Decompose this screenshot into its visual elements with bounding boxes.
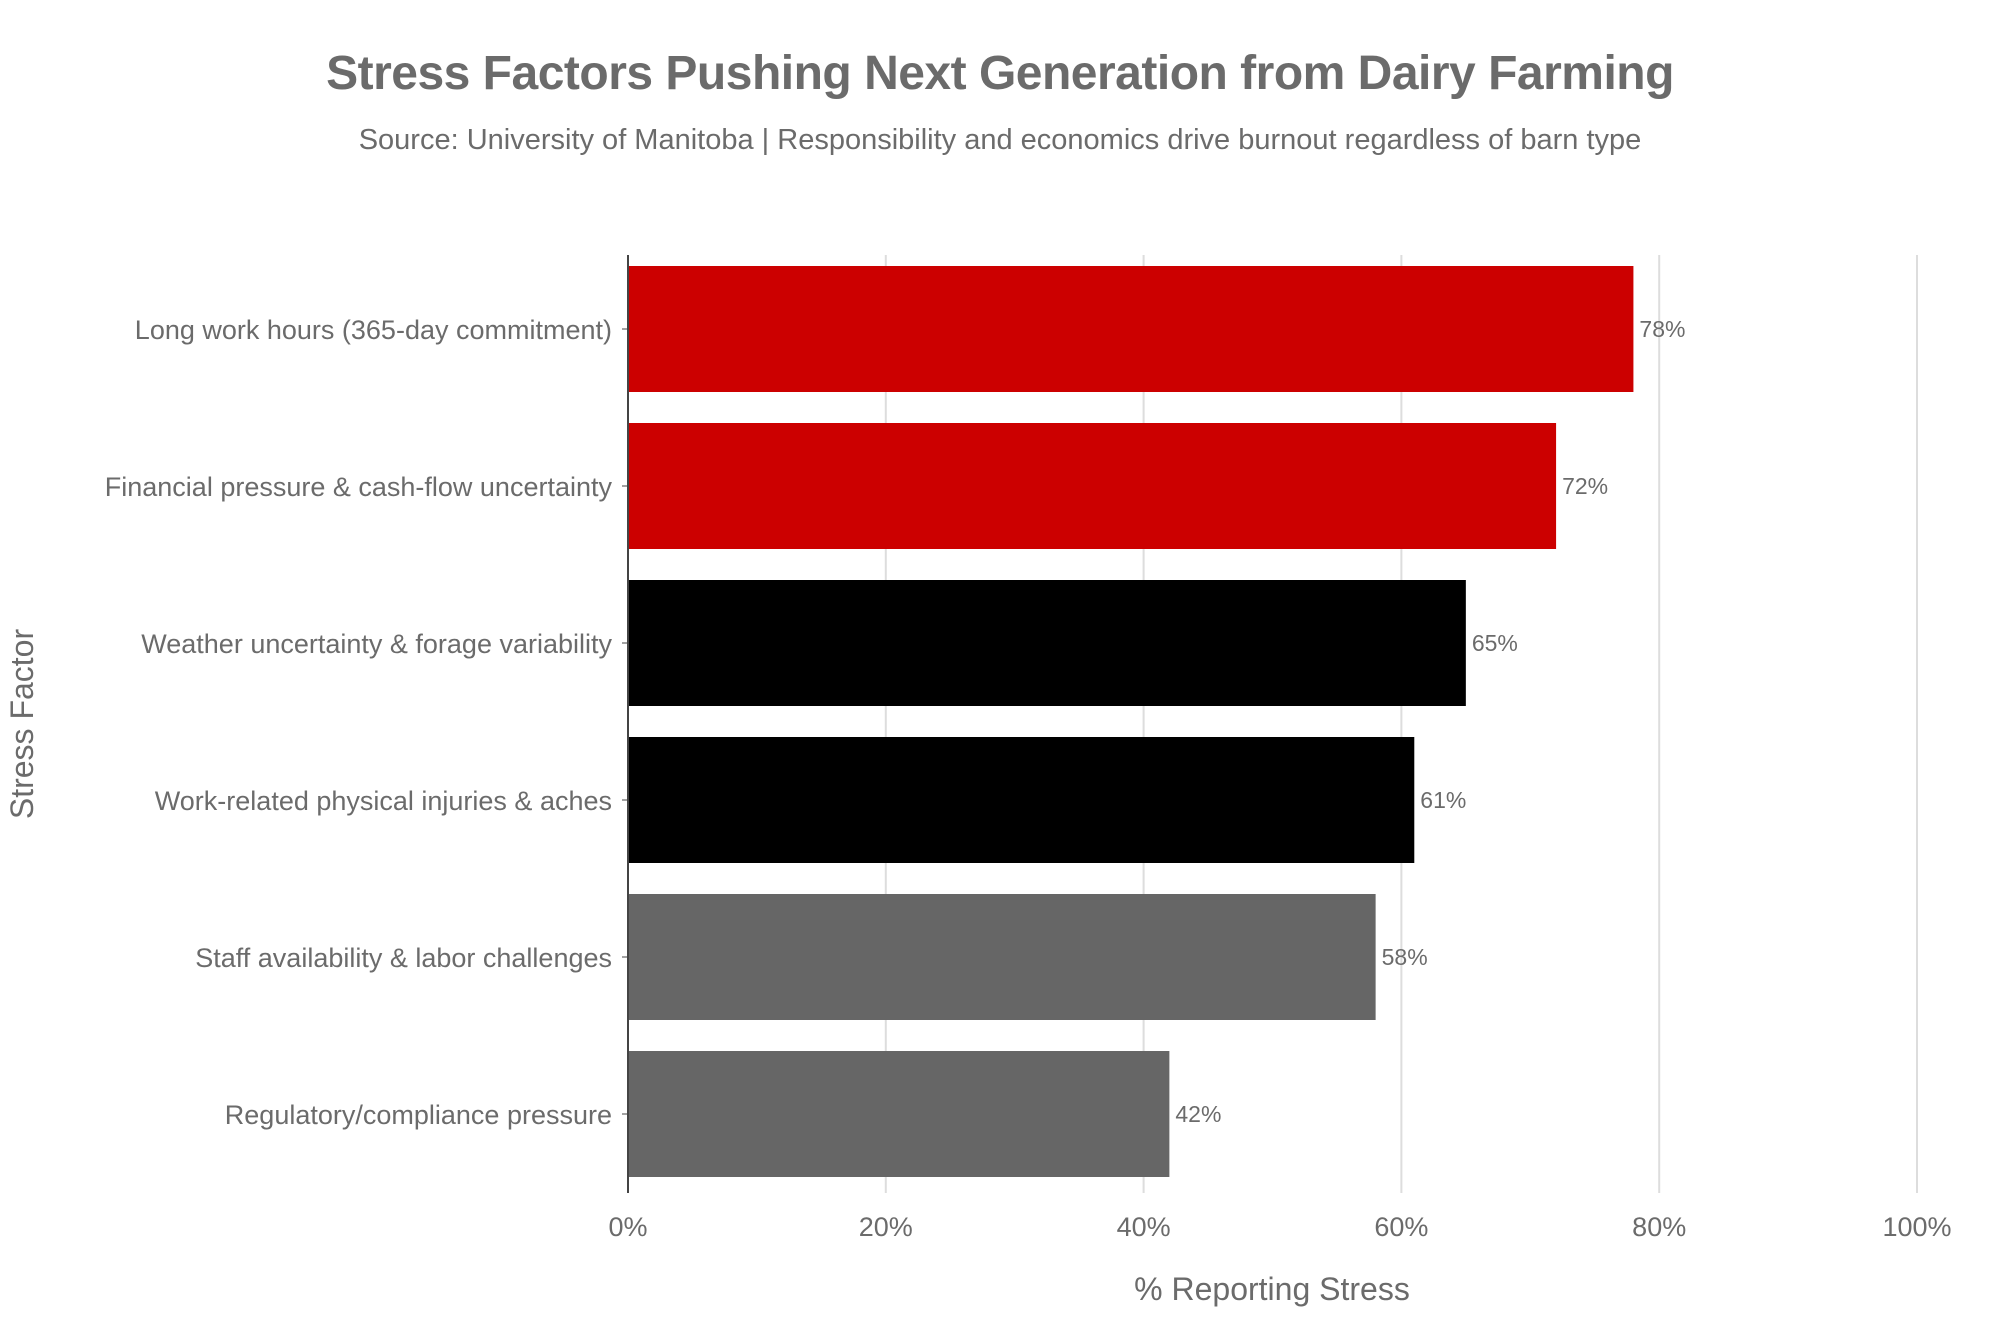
y-category-label: Financial pressure & cash-flow uncertain…: [105, 472, 613, 502]
data-label: 78%: [1639, 316, 1685, 342]
y-category-label: Weather uncertainty & forage variability: [141, 629, 612, 659]
data-label: 58%: [1382, 944, 1428, 970]
x-tick-label: 0%: [608, 1212, 647, 1242]
labels: 0% 20% 40% 60% 80% 100% 78% Long work hours (36…: [4, 315, 1952, 1307]
bar: [628, 580, 1466, 706]
bar: [628, 737, 1415, 863]
chart-subtitle: Source: University of Manitoba | Respons…: [358, 124, 1642, 156]
y-category-label: Long work hours (365-day commitment): [135, 315, 612, 345]
y-category-label: Staff availability & labor challenges: [195, 943, 612, 973]
axes: [622, 255, 629, 1193]
bar: [628, 1051, 1170, 1177]
x-tick-label: 40%: [1117, 1212, 1171, 1242]
bar: [628, 894, 1376, 1020]
y-axis-title: Stress Factor: [4, 629, 40, 820]
data-label: 72%: [1562, 473, 1608, 499]
y-category-label: Work-related physical injuries & aches: [155, 786, 612, 816]
data-label: 65%: [1472, 630, 1518, 656]
bars: [628, 266, 1634, 1177]
data-label: 42%: [1175, 1101, 1221, 1127]
x-tick-label: 80%: [1632, 1212, 1686, 1242]
y-category-label: Regulatory/compliance pressure: [225, 1100, 612, 1130]
chart-title: Stress Factors Pushing Next Generation f…: [326, 47, 1674, 100]
bar: [628, 423, 1557, 549]
x-tick-label: 20%: [859, 1212, 913, 1242]
bar: [628, 266, 1634, 392]
x-tick-label: 100%: [1882, 1212, 1951, 1242]
data-label: 61%: [1420, 787, 1466, 813]
x-tick-label: 60%: [1374, 1212, 1428, 1242]
x-axis-title: % Reporting Stress: [1134, 1271, 1410, 1307]
grid-lines: [884, 255, 1918, 1193]
